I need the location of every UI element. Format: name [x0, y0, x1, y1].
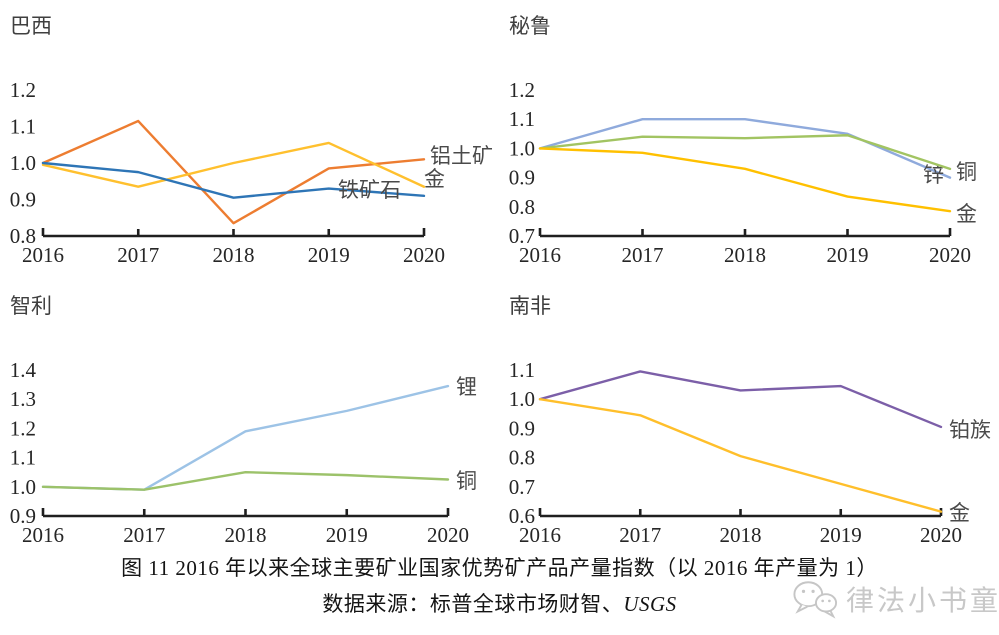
- series-label: 锂: [456, 375, 477, 399]
- x-tick-label: 2020: [427, 523, 469, 547]
- series-label: 铝土矿: [430, 144, 493, 168]
- series-label: 铜: [456, 469, 477, 493]
- y-tick-label: 1.0: [509, 387, 535, 411]
- x-tick-label: 2016: [22, 523, 64, 547]
- y-tick-label: 1.3: [10, 387, 36, 411]
- x-tick-label: 2017: [622, 243, 664, 267]
- y-tick-label: 1.0: [509, 136, 535, 160]
- series-line: [41, 161, 426, 199]
- y-tick-label: 0.9: [10, 188, 36, 212]
- x-tick-label: 2019: [326, 523, 368, 547]
- x-tick-label: 2020: [920, 523, 962, 547]
- chart-title: 巴西: [10, 14, 52, 38]
- x-tick-label: 2016: [22, 243, 64, 267]
- y-tick-label: 0.9: [509, 166, 535, 190]
- source-text: 数据来源：标普全球市场财智、: [322, 592, 624, 616]
- x-tick-label: 2018: [720, 523, 762, 547]
- series-label: 铁矿石: [338, 178, 401, 202]
- y-tick-label: 1.2: [10, 416, 36, 440]
- y-tick-label: 0.8: [509, 195, 535, 219]
- y-tick-label: 1.1: [10, 115, 36, 139]
- series-line: [41, 384, 450, 491]
- watermark-text: 律法小书童: [846, 586, 999, 617]
- y-tick-label: 1.2: [10, 78, 36, 102]
- x-tick-label: 2018: [213, 243, 255, 267]
- series-label: 金: [949, 501, 970, 525]
- x-axis-line: [538, 508, 943, 518]
- series-line: [538, 117, 952, 179]
- series-label: 金: [956, 202, 977, 226]
- series-label: 铜: [956, 160, 977, 184]
- y-tick-label: 0.7: [509, 475, 535, 499]
- series-line: [41, 119, 426, 225]
- y-tick-label: 0.8: [509, 446, 535, 470]
- chart-title: 秘鲁: [509, 14, 551, 38]
- x-tick-label: 2017: [123, 523, 165, 547]
- x-tick-label: 2019: [820, 523, 862, 547]
- figure-caption: 图 11 2016 年以来全球主要矿业国家优势矿产品产量指数（以 2016 年产…: [121, 556, 878, 580]
- series-line: [538, 397, 943, 513]
- chart-title: 智利: [10, 294, 52, 318]
- series-line: [538, 370, 943, 429]
- y-tick-label: 0.8: [10, 224, 36, 248]
- y-tick-label: 1.1: [509, 358, 535, 382]
- y-tick-label: 1.4: [10, 358, 37, 382]
- watermark: 律法小书童: [792, 578, 999, 620]
- x-tick-label: 2018: [225, 523, 267, 547]
- y-tick-label: 1.0: [10, 151, 36, 175]
- x-axis-line: [41, 508, 450, 518]
- x-tick-label: 2019: [308, 243, 350, 267]
- x-tick-label: 2020: [929, 243, 971, 267]
- series-line: [41, 141, 426, 188]
- y-tick-label: 0.9: [10, 504, 36, 528]
- y-tick-label: 1.2: [509, 78, 535, 102]
- y-tick-label: 1.1: [509, 107, 535, 131]
- figure-source: 数据来源：标普全球市场财智、USGS: [0, 588, 999, 618]
- y-tick-label: 0.6: [509, 504, 535, 528]
- x-tick-label: 2016: [519, 243, 561, 267]
- x-tick-label: 2017: [619, 523, 661, 547]
- y-tick-label: 0.7: [509, 224, 535, 248]
- y-tick-label: 1.1: [10, 446, 36, 470]
- series-label: 金: [424, 167, 445, 191]
- x-tick-label: 2018: [724, 243, 766, 267]
- series-line: [41, 470, 450, 491]
- series-line: [538, 147, 952, 213]
- x-tick-label: 2019: [827, 243, 869, 267]
- chat-bubbles-icon: [793, 581, 838, 619]
- x-axis-line: [538, 228, 952, 238]
- series-line: [538, 134, 952, 171]
- x-tick-label: 2020: [403, 243, 445, 267]
- x-axis-line: [41, 228, 426, 238]
- chart-title: 南非: [509, 294, 551, 318]
- series-label: 铂族: [949, 418, 991, 442]
- source-usgs: USGS: [623, 592, 677, 616]
- y-tick-label: 0.9: [509, 416, 535, 440]
- y-tick-label: 1.0: [10, 475, 36, 499]
- x-tick-label: 2016: [519, 523, 561, 547]
- x-tick-label: 2017: [117, 243, 159, 267]
- series-label: 锌: [923, 163, 944, 187]
